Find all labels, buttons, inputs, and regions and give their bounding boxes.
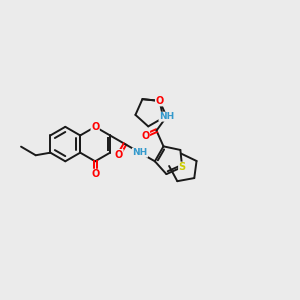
Text: NH: NH [132, 148, 148, 157]
Text: O: O [155, 96, 164, 106]
Text: O: O [91, 122, 99, 132]
Text: NH: NH [159, 112, 174, 121]
Text: O: O [141, 130, 150, 140]
Text: O: O [115, 149, 123, 160]
Text: S: S [178, 162, 186, 172]
Text: O: O [91, 169, 99, 179]
